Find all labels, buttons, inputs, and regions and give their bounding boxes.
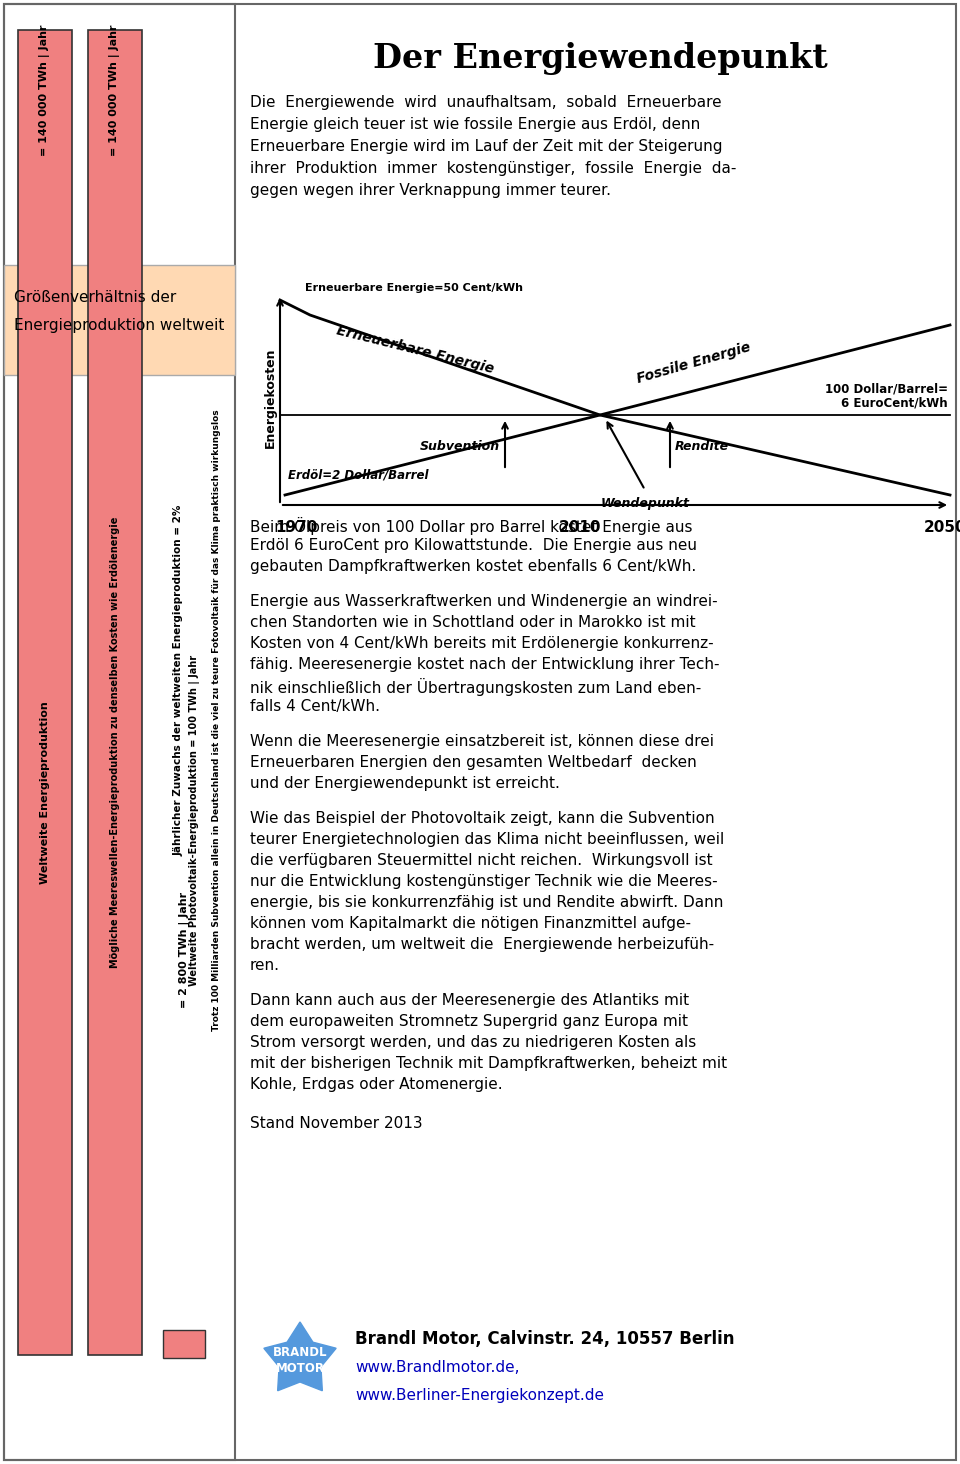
Text: Erneuerbare Energie=50 Cent/kWh: Erneuerbare Energie=50 Cent/kWh [305, 283, 523, 293]
Text: Energie aus Wasserkraftwerken und Windenergie an windrei-: Energie aus Wasserkraftwerken und Winden… [250, 594, 718, 609]
Text: gegen wegen ihrer Verknappung immer teurer.: gegen wegen ihrer Verknappung immer teur… [250, 183, 611, 198]
Text: 100 Dollar/Barrel=
6 EuroCent/kWh: 100 Dollar/Barrel= 6 EuroCent/kWh [825, 382, 948, 410]
Text: fähig. Meeresenergie kostet nach der Entwicklung ihrer Tech-: fähig. Meeresenergie kostet nach der Ent… [250, 657, 719, 672]
Text: BRANDL
MOTOR: BRANDL MOTOR [273, 1345, 327, 1375]
Text: Erdöl=2 Dollar/Barrel: Erdöl=2 Dollar/Barrel [288, 468, 428, 482]
Bar [18, 29, 72, 1356]
Bar [4, 265, 235, 375]
Text: = 140 000 TWh | Jahr: = 140 000 TWh | Jahr [39, 25, 51, 155]
Text: 1970: 1970 [275, 520, 318, 534]
Text: falls 4 Cent/kWh.: falls 4 Cent/kWh. [250, 698, 380, 714]
Bar [4, 4, 235, 1460]
Text: Brandl Motor, Calvinstr. 24, 10557 Berlin: Brandl Motor, Calvinstr. 24, 10557 Berli… [355, 1329, 734, 1348]
Text: nik einschließlich der Übertragungskosten zum Land eben-: nik einschließlich der Übertragungskoste… [250, 678, 701, 695]
Text: Beim Ölpreis von 100 Dollar pro Barrel kostet Energie aus: Beim Ölpreis von 100 Dollar pro Barrel k… [250, 517, 692, 534]
Text: Erdöl 6 EuroCent pro Kilowattstunde.  Die Energie aus neu: Erdöl 6 EuroCent pro Kilowattstunde. Die… [250, 537, 697, 553]
Text: www.Brandlmotor.de,: www.Brandlmotor.de, [355, 1360, 519, 1375]
Text: nur die Entwicklung kostengünstiger Technik wie die Meeres-: nur die Entwicklung kostengünstiger Tech… [250, 874, 718, 889]
Text: gebauten Dampfkraftwerken kostet ebenfalls 6 Cent/kWh.: gebauten Dampfkraftwerken kostet ebenfal… [250, 559, 696, 574]
Text: Größenverhältnis der: Größenverhältnis der [14, 290, 177, 305]
Text: Wenn die Meeresenergie einsatzbereit ist, können diese drei: Wenn die Meeresenergie einsatzbereit ist… [250, 733, 714, 750]
Text: Erneuerbare Energie: Erneuerbare Energie [335, 324, 495, 376]
Text: 2010: 2010 [559, 520, 601, 534]
Bar [163, 1329, 205, 1359]
Text: Energieproduktion weltweit: Energieproduktion weltweit [14, 318, 225, 332]
Text: Erneuerbare Energie wird im Lauf der Zeit mit der Steigerung: Erneuerbare Energie wird im Lauf der Zei… [250, 139, 723, 154]
Polygon shape [264, 1322, 336, 1391]
Text: Fossile Energie: Fossile Energie [635, 340, 752, 386]
Text: dem europaweiten Stromnetz Supergrid ganz Europa mit: dem europaweiten Stromnetz Supergrid gan… [250, 1015, 688, 1029]
Text: Jährlicher Zuwachs der weltweiten Energieproduktion = 2%: Jährlicher Zuwachs der weltweiten Energi… [174, 504, 184, 855]
Text: Kohle, Erdgas oder Atomenergie.: Kohle, Erdgas oder Atomenergie. [250, 1078, 503, 1092]
Text: Trotz 100 Milliarden Subvention allein in Deutschland ist die viel zu teure Foto: Trotz 100 Milliarden Subvention allein i… [212, 408, 222, 1031]
Text: www.Berliner-Energiekonzept.de: www.Berliner-Energiekonzept.de [355, 1388, 604, 1403]
Text: Stand November 2013: Stand November 2013 [250, 1116, 422, 1132]
Text: Weltweite Photovoltaik-Energieproduktion = 100 TWh | Jahr: Weltweite Photovoltaik-Energieproduktion… [189, 654, 201, 985]
Text: teurer Energietechnologien das Klima nicht beeinflussen, weil: teurer Energietechnologien das Klima nic… [250, 832, 724, 848]
Text: = 140 000 TWh | Jahr: = 140 000 TWh | Jahr [109, 25, 121, 155]
Text: 2050: 2050 [924, 520, 960, 534]
Text: Die  Energiewende  wird  unaufhaltsam,  sobald  Erneuerbare: Die Energiewende wird unaufhaltsam, soba… [250, 95, 722, 110]
Bar [88, 29, 142, 1356]
Text: Strom versorgt werden, und das zu niedrigeren Kosten als: Strom versorgt werden, und das zu niedri… [250, 1035, 696, 1050]
Text: Subvention: Subvention [420, 441, 500, 454]
Text: ihrer  Produktion  immer  kostengünstiger,  fossile  Energie  da-: ihrer Produktion immer kostengünstiger, … [250, 161, 736, 176]
Text: Dann kann auch aus der Meeresenergie des Atlantiks mit: Dann kann auch aus der Meeresenergie des… [250, 993, 689, 1009]
Text: = 2 800 TWh | Jahr: = 2 800 TWh | Jahr [179, 892, 189, 1009]
Text: Energie gleich teuer ist wie fossile Energie aus Erdöl, denn: Energie gleich teuer ist wie fossile Ene… [250, 117, 700, 132]
Text: Erneuerbaren Energien den gesamten Weltbedarf  decken: Erneuerbaren Energien den gesamten Weltb… [250, 755, 697, 770]
Text: Weltweite Energieproduktion: Weltweite Energieproduktion [40, 701, 50, 884]
Text: Wendepunkt: Wendepunkt [601, 496, 689, 509]
Text: chen Standorten wie in Schottland oder in Marokko ist mit: chen Standorten wie in Schottland oder i… [250, 615, 696, 630]
Text: Der Energiewendepunkt: Der Energiewendepunkt [372, 42, 828, 75]
Text: Energiekosten: Energiekosten [263, 347, 276, 448]
Text: ren.: ren. [250, 957, 280, 974]
Text: Wie das Beispiel der Photovoltaik zeigt, kann die Subvention: Wie das Beispiel der Photovoltaik zeigt,… [250, 811, 714, 826]
Text: und der Energiewendepunkt ist erreicht.: und der Energiewendepunkt ist erreicht. [250, 776, 560, 791]
Text: mit der bisherigen Technik mit Dampfkraftwerken, beheizt mit: mit der bisherigen Technik mit Dampfkraf… [250, 1056, 727, 1072]
Text: Kosten von 4 Cent/kWh bereits mit Erdölenergie konkurrenz-: Kosten von 4 Cent/kWh bereits mit Erdöle… [250, 635, 713, 651]
Text: die verfügbaren Steuermittel nicht reichen.  Wirkungsvoll ist: die verfügbaren Steuermittel nicht reich… [250, 854, 712, 868]
Text: Rendite: Rendite [675, 441, 730, 454]
Text: können vom Kapitalmarkt die nötigen Finanzmittel aufge-: können vom Kapitalmarkt die nötigen Fina… [250, 916, 691, 931]
Text: Mögliche Meereswellen-Energieproduktion zu denselben Kosten wie Erdölenergie: Mögliche Meereswellen-Energieproduktion … [110, 517, 120, 968]
Text: bracht werden, um weltweit die  Energiewende herbeizufüh-: bracht werden, um weltweit die Energiewe… [250, 937, 714, 952]
Text: energie, bis sie konkurrenzfähig ist und Rendite abwirft. Dann: energie, bis sie konkurrenzfähig ist und… [250, 895, 724, 911]
